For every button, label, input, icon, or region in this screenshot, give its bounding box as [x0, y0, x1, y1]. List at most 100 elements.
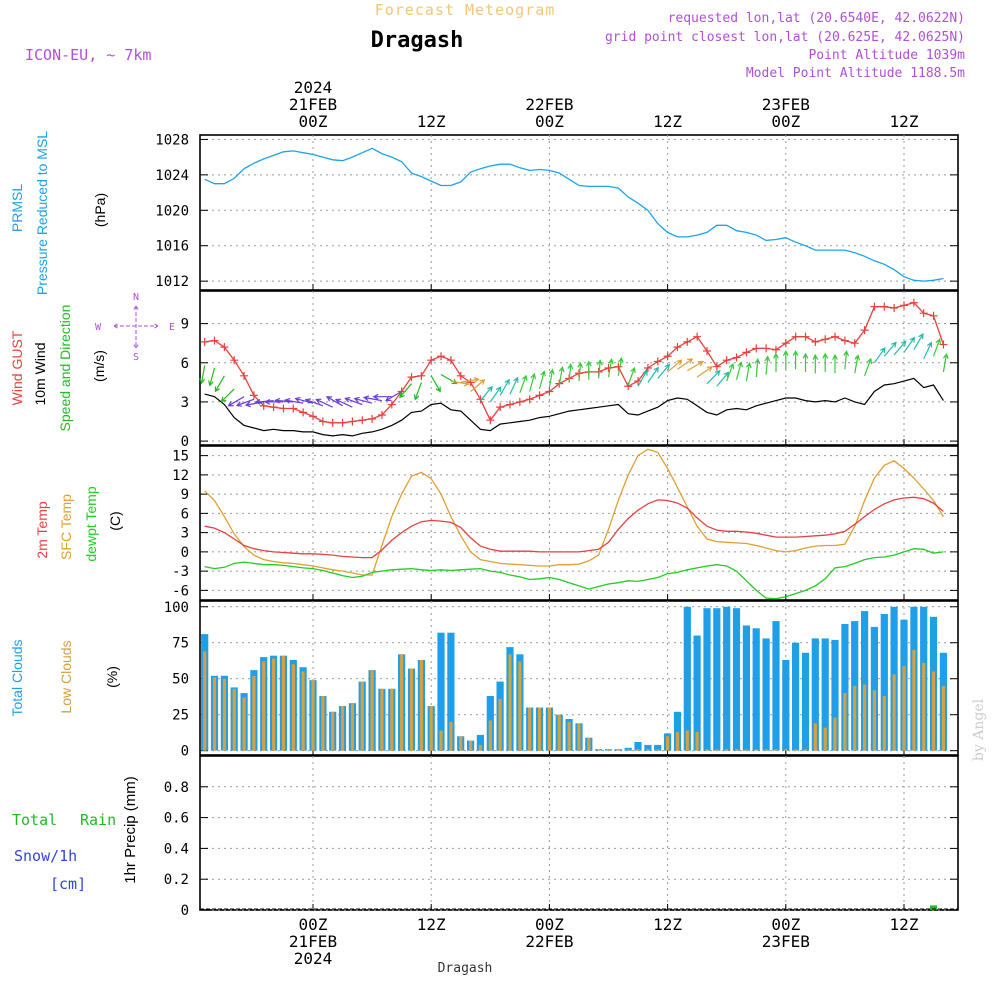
low-cloud-bar [537, 707, 542, 751]
gust-marker [811, 337, 820, 346]
y-tick-label: -3 [172, 564, 189, 580]
gust-marker [683, 337, 692, 346]
gust-marker [515, 397, 524, 406]
wind-direction-arrow [304, 398, 324, 407]
low-cloud-bar [459, 736, 463, 751]
wind-direction-arrow [873, 346, 886, 364]
wind-direction-arrow [792, 350, 799, 370]
low-cloud-bar [685, 730, 689, 751]
low-cloud-bar [675, 732, 680, 751]
gust-marker [407, 373, 416, 382]
low-cloud-bar [646, 749, 650, 751]
snow-label: Snow/1h [14, 847, 77, 865]
low-cloud-bar [242, 697, 246, 751]
y-tick-label: 50 [172, 672, 189, 688]
gust-marker [437, 352, 446, 361]
low-cloud-bar [715, 749, 719, 751]
total-cloud-bar [841, 624, 849, 751]
total-clouds-title: Total Clouds [9, 639, 25, 716]
gust-marker [309, 412, 317, 421]
low-cloud-bar [370, 670, 374, 751]
wind-direction-arrow [450, 380, 470, 387]
wind-direction-arrow [802, 352, 809, 372]
y-tick-label: 0 [181, 434, 189, 450]
gust-marker [535, 391, 544, 400]
y-tick-label: 3 [181, 526, 189, 542]
gust-marker [358, 416, 367, 425]
gust-marker [643, 364, 652, 372]
low-cloud-bar [528, 707, 532, 751]
gust-marker [722, 356, 731, 365]
gust-marker [831, 332, 840, 341]
low-cloud-bar [912, 649, 916, 751]
top-time-label: 23FEB [762, 95, 810, 114]
total-cloud-bar [851, 621, 859, 751]
wind-direction-arrow [864, 357, 873, 377]
low-cloud-bar [626, 749, 630, 751]
total-cloud-bar [654, 744, 662, 751]
sfc-temp-title: SFC Temp [58, 494, 74, 560]
wind-direction-arrow [745, 362, 752, 382]
low-cloud-bar [340, 706, 345, 751]
wind-direction-arrow [617, 356, 624, 376]
total-cloud-bar [437, 632, 445, 751]
wind-direction-arrow [385, 390, 402, 402]
gust-marker [377, 410, 386, 419]
low-cloud-bar [606, 749, 611, 751]
low-cloud-bar [744, 749, 748, 751]
gust-marker [752, 344, 761, 353]
rain-label: Rain [80, 811, 116, 829]
gust-marker [693, 332, 702, 341]
y-tick-label: 6 [181, 356, 189, 372]
info-line-2: Point Altitude 1039m [808, 48, 965, 63]
panel-axis-titles: PRMSL Pressure Reduced to MSL (hPa) Wind GU… [9, 131, 139, 893]
gust-marker [525, 395, 534, 404]
wind-direction-arrow [460, 377, 480, 383]
wind-direction-arrow [284, 397, 304, 404]
gust-marker [476, 395, 485, 404]
gust-line [204, 301, 945, 424]
gust-marker [299, 408, 308, 417]
wind-10m-title: 10m Wind [32, 342, 48, 405]
location-title: Dragash [371, 28, 464, 53]
panel-frame [199, 134, 959, 291]
low-cloud-bar [252, 675, 256, 751]
panel-frame [199, 755, 959, 911]
y-tick-label: 1020 [155, 203, 189, 219]
gust-marker [890, 303, 899, 312]
gust-marker [604, 364, 613, 372]
low-cloud-bar [449, 721, 453, 751]
low-cloud-bar [656, 749, 660, 751]
y-tick-label: 0 [181, 744, 189, 760]
clouds-unit: (%) [104, 666, 120, 688]
wind-direction-arrow [344, 397, 363, 406]
low-cloud-bar [350, 703, 354, 751]
wind-unit: (m/s) [91, 350, 107, 382]
wind-direction-arrow [687, 360, 704, 372]
total-cloud-bar [476, 734, 484, 751]
total-cloud-bar [742, 625, 750, 751]
y-tick-label: 15 [172, 449, 189, 465]
wind-panel: 0 3 6 9 N S W E [95, 290, 959, 450]
wind-direction-arrow [199, 365, 206, 385]
wind-direction-arrow [334, 398, 353, 408]
low-cloud-bar [902, 665, 906, 751]
gust-marker [427, 356, 436, 365]
pressure-line [204, 147, 944, 282]
low-cloud-bar [794, 749, 798, 751]
wind-gust-title: Wind GUST [9, 330, 25, 405]
watermark: by Angel [971, 698, 987, 761]
gust-marker [456, 371, 465, 380]
low-cloud-bar [636, 749, 640, 751]
wind-direction-arrow [430, 375, 441, 393]
pressure-subtitle: Pressure Reduced to MSL [34, 131, 50, 295]
low-cloud-bar [587, 737, 591, 751]
low-cloud-bar [488, 720, 492, 751]
wind-direction-arrow [264, 398, 284, 405]
y-tick-label: 0.2 [164, 872, 189, 888]
low-cloud-bar [518, 661, 522, 751]
info-line-3: Model Point Altitude 1188.5m [746, 66, 965, 81]
sfc-temp-line [204, 448, 944, 576]
gust-marker [506, 400, 514, 409]
